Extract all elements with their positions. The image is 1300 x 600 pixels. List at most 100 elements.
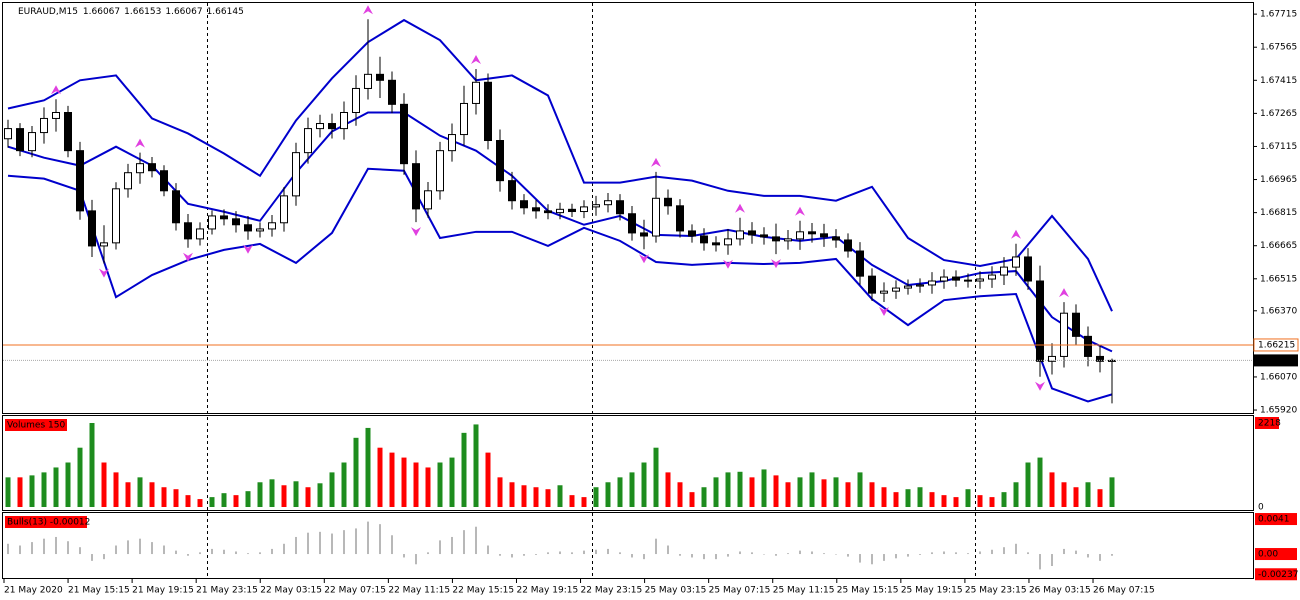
chart-header: EURAUD,M15 1.66067 1.66153 1.66067 1.66145: [18, 7, 244, 17]
candle-body: [544, 210, 552, 214]
volume-bar: [701, 487, 707, 507]
volume-bar: [1061, 482, 1067, 507]
y-tick-label: 1.65920: [1260, 406, 1297, 416]
candle-body: [304, 128, 312, 154]
y-tick-label: 1.66815: [1260, 208, 1297, 218]
volume-bar: [365, 427, 371, 507]
volume-bar: [665, 472, 671, 507]
candle-body: [760, 234, 768, 238]
volume-bar: [689, 492, 695, 507]
candle-body: [1084, 335, 1092, 357]
candle-body: [4, 128, 12, 140]
candle-body: [232, 218, 240, 226]
bulls-bar: [439, 540, 441, 555]
volume-bar: [569, 495, 575, 507]
x-tick-label: 25 May 11:15: [773, 586, 835, 596]
bulls-bar: [787, 553, 789, 555]
volume-bar: [317, 483, 323, 507]
volume-bar: [281, 485, 287, 507]
volume-bar: [989, 497, 995, 507]
bulls-bar: [1087, 554, 1089, 558]
volume-bar: [557, 485, 563, 507]
volume-bar: [965, 489, 971, 507]
volume-bar: [941, 495, 947, 507]
volume-bar: [677, 482, 683, 507]
y-tick-label: 1.66665: [1260, 241, 1297, 251]
bulls-bar: [1039, 554, 1041, 570]
candle-body: [412, 163, 420, 210]
volume-bar: [521, 485, 527, 507]
bulls-bar: [103, 554, 105, 560]
bulls-bar: [547, 552, 549, 555]
volume-bar: [593, 487, 599, 507]
bulls-bar: [79, 547, 81, 555]
bulls-bar: [295, 536, 297, 555]
candle-body: [472, 81, 480, 104]
candle-body: [328, 123, 336, 130]
bulls-bar: [463, 530, 465, 555]
candle-body: [1036, 280, 1044, 362]
bulls-bar: [907, 554, 909, 557]
volume-bar: [641, 462, 647, 507]
bulls-bar: [247, 553, 249, 555]
fractal-up: [651, 157, 661, 167]
volume-bar: [245, 491, 251, 507]
fractal-down: [183, 252, 193, 262]
candle-body: [868, 275, 876, 294]
volume-bar: [725, 472, 731, 507]
volume-bar: [461, 432, 467, 507]
candle-body: [784, 238, 792, 242]
bollinger-upper: [7, 18, 1113, 312]
bulls-bar: [835, 554, 837, 555]
bulls-bar: [931, 552, 933, 555]
y-tick-label: 1.67415: [1260, 76, 1297, 86]
candle-body: [520, 200, 528, 209]
bulls-bar: [955, 552, 957, 555]
candle-body: [904, 285, 912, 289]
bulls-bar: [451, 536, 453, 555]
volume-bar: [5, 477, 11, 507]
bulls-bar: [571, 552, 573, 555]
bulls-bar: [19, 545, 21, 555]
bulls-bar: [703, 554, 705, 560]
fractal-down: [1035, 381, 1045, 391]
candle-body: [64, 111, 72, 152]
fractal-down: [639, 254, 649, 264]
volume-bar: [293, 481, 299, 507]
bulls-title: Bulls(13) -0.00012: [7, 518, 90, 528]
candle-body: [616, 200, 624, 215]
candle-body: [976, 278, 984, 282]
y-tick-label: 1.66070: [1260, 372, 1297, 382]
candle-body: [436, 150, 444, 192]
volume-bar: [773, 475, 779, 507]
candle-body: [172, 190, 180, 224]
bulls-bar: [403, 554, 405, 558]
bulls-bar: [55, 536, 57, 555]
candle-body: [112, 188, 120, 244]
candle-body: [964, 279, 972, 282]
candle-body: [340, 111, 348, 130]
candle-body: [424, 190, 432, 210]
bulls-bar: [43, 538, 45, 555]
candle-body: [316, 123, 324, 130]
bulls-bar: [607, 548, 609, 555]
volume-bar: [533, 487, 539, 507]
candle-body: [400, 103, 408, 165]
plot-layer: 1.67715 1.67565 1.67415 1.67265 1.67115 1.669…: [3, 5, 1299, 596]
y-tick-label: 1.66515: [1260, 274, 1297, 284]
candle-body: [220, 215, 228, 220]
y-tick-label: 1.67715: [1260, 10, 1297, 20]
volume-bar: [113, 472, 119, 507]
fractal-up: [135, 138, 145, 148]
candle-body: [736, 230, 744, 240]
candle-body: [448, 134, 456, 152]
bulls-bar: [1075, 550, 1077, 555]
volume-title: Volumes 150: [7, 421, 65, 431]
volume-bar: [269, 479, 275, 507]
volume-bar: [749, 477, 755, 507]
volume-bar: [473, 424, 479, 507]
bulls-bar: [67, 541, 69, 555]
bulls-bar: [331, 533, 333, 555]
candle-body: [52, 111, 60, 119]
volume-bar: [905, 489, 911, 507]
